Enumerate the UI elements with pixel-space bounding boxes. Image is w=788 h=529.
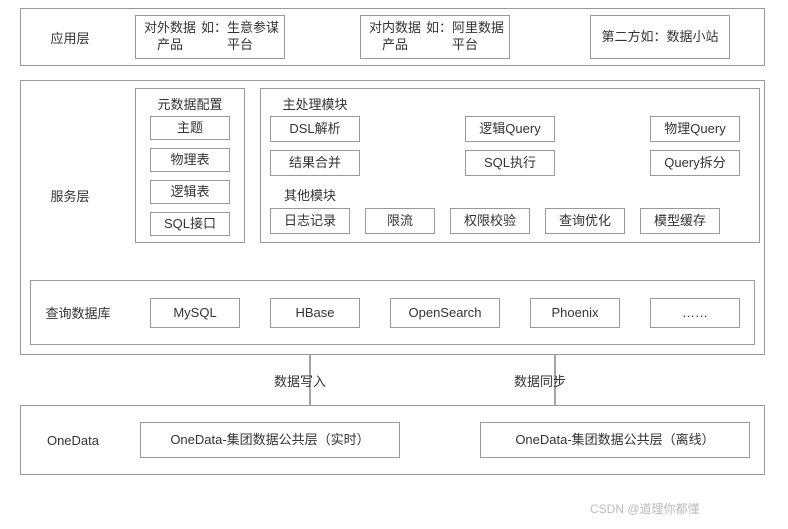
other-module-3: 查询优化 [545, 208, 625, 234]
meta-config-title: 元数据配置 [145, 93, 235, 113]
main-row2-1: SQL执行 [465, 150, 555, 176]
app-layer-box-1: 对内数据产品如：阿里数据平台 [360, 15, 510, 59]
app-layer-label: 应用层 [35, 20, 105, 54]
meta-item-1: 物理表 [150, 148, 230, 172]
query-db-item-0: MySQL [150, 298, 240, 328]
main-row1-0: DSL解析 [270, 116, 360, 142]
onedata-item-1: OneData-集团数据公共层（离线） [480, 422, 750, 458]
other-module-2: 权限校验 [450, 208, 530, 234]
other-module-0: 日志记录 [270, 208, 350, 234]
query-db-item-4: …… [650, 298, 740, 328]
arrow-label-5: 数据写入 [260, 370, 340, 390]
watermark: CSDN @道理你都懂 [590, 500, 700, 517]
query-db-item-2: OpenSearch [390, 298, 500, 328]
query-db-item-3: Phoenix [530, 298, 620, 328]
service-layer-label: 服务层 [35, 180, 105, 210]
onedata-label: OneData [38, 428, 108, 452]
onedata-item-0: OneData-集团数据公共层（实时） [140, 422, 400, 458]
app-box-line2: 如：阿里数据平台 [425, 20, 505, 54]
meta-item-3: SQL接口 [150, 212, 230, 236]
query-db-label: 查询数据库 [38, 297, 118, 327]
main-row1-2: 物理Query [650, 116, 740, 142]
app-layer-box-2: 第二方如：数据小站 [590, 15, 730, 59]
app-box-line1: 对内数据产品 [365, 20, 425, 54]
other-module-4: 模型缓存 [640, 208, 720, 234]
arrow-label-6: 数据同步 [500, 370, 580, 390]
app-box-line2: 如：数据小站 [641, 29, 719, 46]
main-row1-1: 逻辑Query [465, 116, 555, 142]
meta-item-2: 逻辑表 [150, 180, 230, 204]
other-module-1: 限流 [365, 208, 435, 234]
app-box-line1: 第二方 [601, 29, 640, 46]
other-modules-title: 其他模块 [270, 184, 350, 204]
main-processing-title: 主处理模块 [270, 93, 360, 113]
app-layer-box-0: 对外数据产品如：生意参谋平台 [135, 15, 285, 59]
query-db-item-1: HBase [270, 298, 360, 328]
app-box-line2: 如：生意参谋平台 [200, 20, 280, 54]
main-row2-0: 结果合并 [270, 150, 360, 176]
app-box-line1: 对外数据产品 [140, 20, 200, 54]
meta-item-0: 主题 [150, 116, 230, 140]
main-row2-2: Query拆分 [650, 150, 740, 176]
